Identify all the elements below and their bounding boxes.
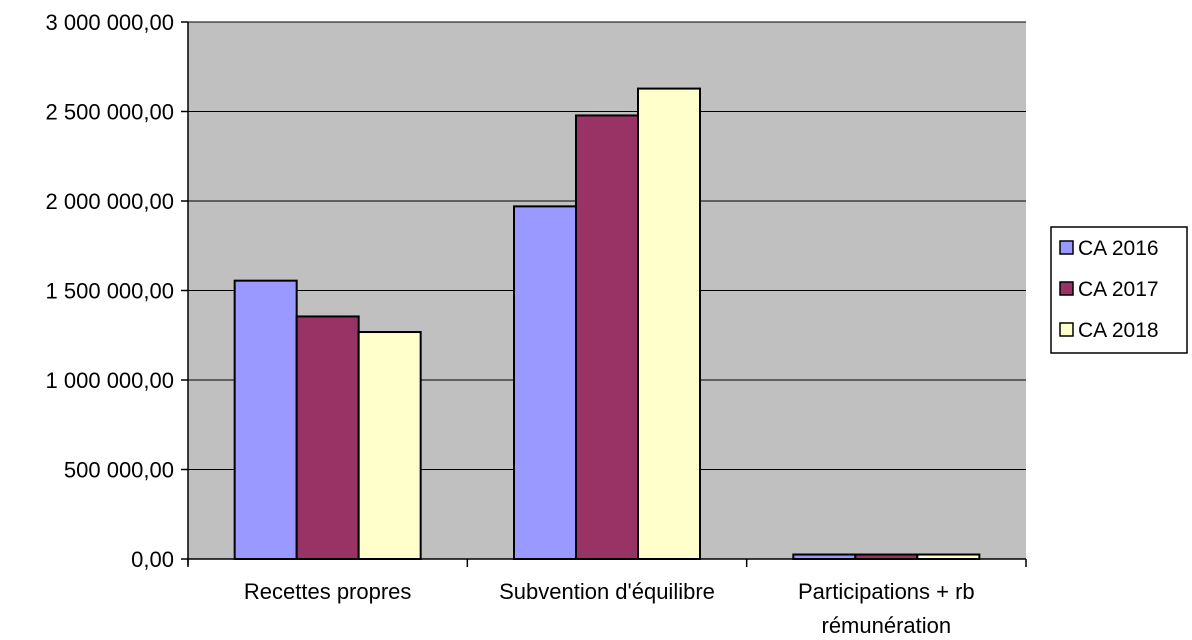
legend: CA 2016 CA 2017 CA 2018 — [1050, 226, 1188, 354]
axes — [187, 22, 1027, 567]
x-axis-labels: Recettes propres Subvention d'équilibre Pa… — [244, 579, 975, 638]
y-tick-label: 2 500 000,00 — [46, 100, 174, 125]
bars — [233, 87, 981, 561]
legend-swatch — [1059, 240, 1074, 255]
x-tick-label: Participations + rb — [798, 579, 975, 604]
x-tick-label: Recettes propres — [244, 579, 412, 604]
legend-label: CA 2017 — [1078, 278, 1159, 301]
bar — [357, 331, 422, 561]
legend-swatch — [1059, 322, 1074, 337]
x-tick-label: Subvention d'équilibre — [499, 579, 715, 604]
bar — [575, 114, 639, 561]
bar — [233, 279, 298, 560]
y-tick-label: 500 000,00 — [64, 458, 174, 483]
y-tick-label: 1 000 000,00 — [46, 368, 174, 393]
y-axis-ticks: 0,00 500 000,00 1 000 000,00 1 500 000,00 2 … — [46, 10, 188, 572]
legend-label: CA 2016 — [1078, 237, 1159, 260]
y-tick-label: 0,00 — [131, 547, 174, 572]
y-tick-label: 3 000 000,00 — [46, 10, 174, 35]
legend-label: CA 2018 — [1078, 319, 1159, 342]
y-tick-label: 2 000 000,00 — [46, 189, 174, 214]
bar — [295, 315, 360, 560]
bar — [513, 205, 577, 560]
bar — [637, 87, 701, 560]
legend-swatch — [1059, 281, 1074, 296]
y-tick-label: 1 500 000,00 — [46, 279, 174, 304]
x-tick-label: rémunération — [822, 613, 952, 638]
